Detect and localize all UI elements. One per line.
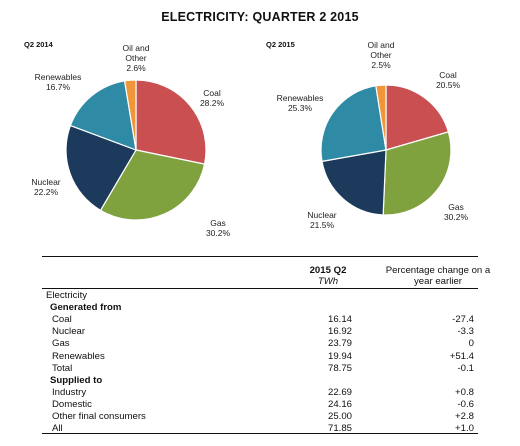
pie-label-line: Other [125, 53, 146, 63]
pie-label-line: 30.2% [444, 212, 469, 222]
table-top-rule [42, 256, 478, 257]
pie-slice [69, 80, 137, 151]
pie-label-line: 21.5% [310, 220, 335, 230]
header-pct-line1: Percentage change on a [385, 265, 491, 276]
pie-label-line: Oil and [123, 43, 150, 53]
row-label: Supplied to [50, 374, 103, 386]
row-pct-change: -3.3 [457, 326, 474, 338]
pie-slice-label: Gas 30.2% [206, 218, 231, 238]
pie-label-line: 22.2% [34, 187, 59, 197]
pie-label-line: Oil and [368, 40, 395, 50]
pie-label-line: 2.6% [126, 63, 146, 73]
pie-label-line: 16.7% [46, 82, 71, 92]
table-row: Electricity [42, 290, 478, 301]
row-label: Other final consumers [52, 411, 146, 422]
pie-slice [135, 79, 207, 165]
pie-label-line: 28.2% [200, 98, 225, 108]
table-row: Total 78.75 -0.1 [42, 363, 478, 374]
row-pct-change: +1.0 [455, 423, 474, 435]
table-header-rule [42, 288, 478, 289]
row-label: Domestic [52, 398, 92, 410]
row-twh-value: 78.75 [327, 362, 352, 374]
row-pct-change: -0.1 [457, 362, 474, 374]
row-pct-change: +51.4 [449, 350, 474, 362]
row-label: Renewables [52, 350, 105, 362]
row-twh-value: 19.94 [327, 350, 352, 362]
table-row: Generated from [42, 302, 478, 313]
pie-slice [375, 84, 387, 151]
pie-slice-label: Renewables 16.7% [35, 72, 82, 92]
pie-slice-label: Coal 20.5% [436, 70, 461, 90]
table-row: All 71.85 +1.0 [42, 423, 478, 434]
pie-slice [65, 124, 137, 212]
pie-label-line: Renewables [277, 93, 324, 103]
pie-slice [382, 131, 452, 216]
pie-slice [99, 149, 206, 221]
row-pct-change: -27.4 [452, 314, 474, 326]
table-row: Domestic 24.16 -0.6 [42, 399, 478, 410]
header-quarter: 2015 Q2 [309, 265, 347, 276]
pie-title-right: Q2 2015 [266, 40, 295, 49]
pie-label-line: 2.5% [371, 60, 391, 70]
table-bottom-rule [42, 433, 478, 434]
row-twh-value: 16.92 [327, 326, 352, 338]
header-pct-line2: year earlier [414, 276, 462, 287]
pie-slice [320, 85, 387, 163]
pie-slice [385, 84, 450, 151]
row-twh-value: 25.00 [327, 411, 352, 422]
table-row: Gas 23.79 0 [42, 338, 478, 349]
pie-label-line: 20.5% [436, 80, 461, 90]
pie-label-line: 25.3% [288, 103, 313, 113]
row-pct-change: +0.8 [455, 386, 474, 398]
header-unit: TWh [317, 276, 339, 287]
pie-slice [123, 79, 137, 151]
header-percentage-change: Percentage change on a year earlier [382, 265, 494, 287]
pie-charts: Coal 28.2%Gas 30.2%Nuclear 22.2%Renewables 1… [31, 40, 469, 238]
table-row: Coal 16.14 -27.4 [42, 314, 478, 325]
pie-label-line: Gas [210, 218, 226, 228]
pie-slice-label: Coal 28.2% [200, 88, 225, 108]
row-label: Generated from [50, 302, 122, 314]
pie-slice-label: Gas 30.2% [444, 202, 469, 222]
pie-slice [321, 149, 387, 216]
table-row: Other final consumers 25.00 +2.8 [42, 411, 478, 422]
row-twh-value: 16.14 [327, 314, 352, 326]
pie-label-line: Coal [439, 70, 457, 80]
row-label: Coal [52, 314, 72, 326]
pie-label-line: Nuclear [307, 210, 336, 220]
row-label: All [52, 423, 63, 435]
pie-label-line: 30.2% [206, 228, 231, 238]
row-label: Electricity [46, 290, 88, 301]
table-row: Renewables 19.94 +51.4 [42, 351, 478, 362]
row-pct-change: -0.6 [457, 398, 474, 410]
pie-label-line: Nuclear [31, 177, 60, 187]
pie-slice-label: Nuclear 22.2% [31, 177, 60, 197]
pie-slice-label: Nuclear 21.5% [307, 210, 336, 230]
pie-slice-label: Renewables 25.3% [277, 93, 324, 113]
pie-slice-label: Oil and Other 2.6% [123, 43, 150, 73]
pie-label-line: Renewables [35, 72, 82, 82]
table-row: Industry 22.69 +0.8 [42, 387, 478, 398]
row-label: Industry [52, 386, 87, 398]
row-pct-change: +2.8 [455, 411, 474, 422]
row-twh-value: 24.16 [327, 398, 352, 410]
row-twh-value: 22.69 [327, 386, 352, 398]
row-label: Gas [52, 338, 70, 350]
row-label: Nuclear [52, 326, 86, 338]
pie-slice-label: Oil and Other 2.5% [368, 40, 395, 70]
table-row: Nuclear 16.92 -3.3 [42, 326, 478, 337]
row-label: Total [52, 362, 73, 374]
row-pct-change: 0 [468, 338, 474, 350]
pie-label-line: Coal [203, 88, 221, 98]
pie-title-left: Q2 2014 [24, 40, 53, 49]
table-row: Supplied to [42, 375, 478, 386]
row-twh-value: 71.85 [327, 423, 352, 435]
page-title: ELECTRICITY: QUARTER 2 2015 [161, 10, 359, 24]
pie-label-line: Gas [448, 202, 464, 212]
row-twh-value: 23.79 [327, 338, 352, 350]
pie-label-line: Other [370, 50, 391, 60]
